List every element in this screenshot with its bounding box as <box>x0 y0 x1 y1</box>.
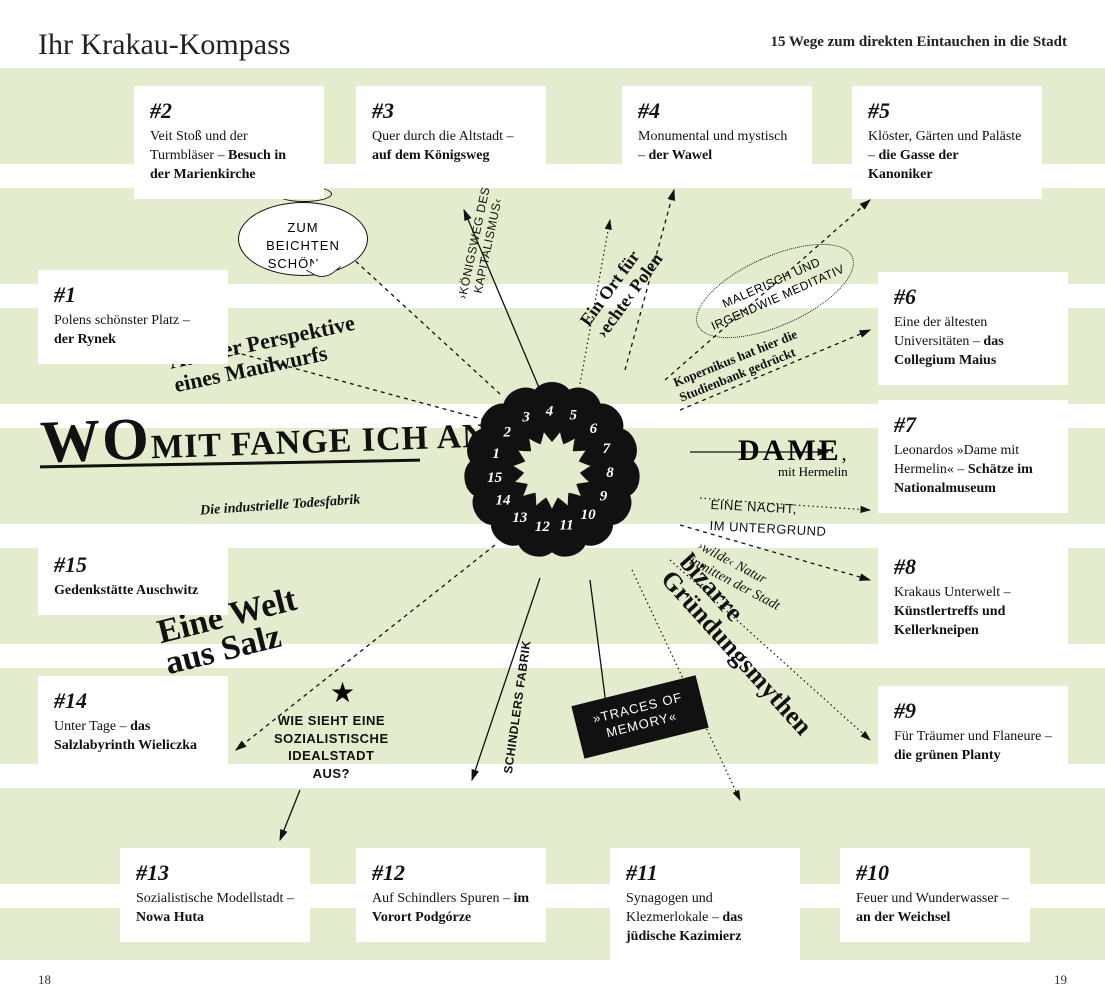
dame-title: DAME <box>738 434 842 467</box>
card-5: #5 Klöster, Gärten und Paläste – die Gass… <box>852 86 1042 199</box>
card-num: #14 <box>54 688 212 714</box>
card-text: Polens schönster Platz – der Rynek <box>54 312 212 350</box>
card-text: Veit Stoß und der Turmbläser – Besuch in… <box>150 128 308 185</box>
card-15: #15 Gedenkstätte Auschwitz <box>38 540 228 615</box>
card-9: #9 Für Träumer und Flaneure – die grünen … <box>878 686 1068 780</box>
card-num: #10 <box>856 860 1014 886</box>
card-text: Gedenkstätte Auschwitz <box>54 582 212 601</box>
annotation-nacht: EINE NACHT,IM UNTERGRUND <box>709 495 828 543</box>
card-3: #3 Quer durch die Altstadt – auf dem Köni… <box>356 86 546 180</box>
card-13: #13 Sozialistische Modellstadt – Nowa Hut… <box>120 848 310 942</box>
big-question-rest: MIT FANGE ICH AN? <box>150 417 506 466</box>
annotation-dame: DAME, mit Hermelin <box>738 434 848 480</box>
card-6: #6 Eine der ältesten Universitäten – das … <box>878 272 1068 385</box>
card-num: #5 <box>868 98 1026 124</box>
card-7: #7 Leonardos »Dame mit Hermelin« – Schätz… <box>878 400 1068 513</box>
card-text: Auf Schindlers Spuren – im Vorort Podgór… <box>372 890 530 928</box>
card-num: #15 <box>54 552 212 578</box>
annotation-idealstadt: WIE SIEHT EINESOZIALISTISCHEIDEALSTADTAU… <box>274 712 389 782</box>
speech-bubble: ZUMBEICHTENSCHÖN … <box>238 202 368 276</box>
page: Ihr Krakau-Kompass 15 Wege zum direkten … <box>0 0 1105 1000</box>
speech-text: ZUMBEICHTENSCHÖN … <box>266 220 340 271</box>
card-num: #3 <box>372 98 530 124</box>
star-icon: ★ <box>330 676 355 710</box>
annotation-traces: »TRACES OFMEMORY« <box>591 689 684 740</box>
card-num: #11 <box>626 860 784 886</box>
page-number-right: 19 <box>1054 972 1067 988</box>
card-12: #12 Auf Schindlers Spuren – im Vorort Pod… <box>356 848 546 942</box>
card-text: Feuer und Wunder­wasser – an der Weichse… <box>856 890 1014 928</box>
card-num: #8 <box>894 554 1052 580</box>
card-num: #4 <box>638 98 796 124</box>
card-num: #1 <box>54 282 212 308</box>
card-text: Monumental und mystisch – der Wawel <box>638 128 796 166</box>
card-text: Leonardos »Dame mit Hermelin« – Schätze … <box>894 442 1052 499</box>
card-text: Unter Tage – das Salzlabyrinth Wieliczka <box>54 718 212 756</box>
card-10: #10 Feuer und Wunder­wasser – an der Weic… <box>840 848 1030 942</box>
card-text: Synagogen und Klezmerlokale – das jüdisc… <box>626 890 784 947</box>
card-text: Eine der ältesten Universitäten – das Co… <box>894 314 1052 371</box>
card-num: #12 <box>372 860 530 886</box>
card-text: Für Träumer und Flaneure – die grünen Pl… <box>894 728 1052 766</box>
card-num: #13 <box>136 860 294 886</box>
card-1: #1 Polens schönster Platz – der Rynek <box>38 270 228 364</box>
page-subtitle: 15 Wege zum direkten Eintauchen in die S… <box>770 34 1067 51</box>
card-text: Sozialistische Modellstadt – Nowa Huta <box>136 890 294 928</box>
card-text: Klöster, Gärten und Paläste – die Gasse … <box>868 128 1026 185</box>
card-num: #9 <box>894 698 1052 724</box>
page-number-left: 18 <box>38 972 51 988</box>
card-text: Krakaus Unterwelt – Künstlertreffs und K… <box>894 584 1052 641</box>
page-title: Ihr Krakau-Kompass <box>38 28 290 62</box>
petal-number: 15 <box>481 470 509 487</box>
card-8: #8 Krakaus Unterwelt – Künstlertreffs und… <box>878 542 1068 655</box>
card-4: #4 Monumental und mystisch – der Wawel <box>622 86 812 180</box>
card-num: #6 <box>894 284 1052 310</box>
card-14: #14 Unter Tage – das Salzlabyrinth Wielic… <box>38 676 228 770</box>
card-11: #11 Synagogen und Klezmerlokale – das jüd… <box>610 848 800 961</box>
card-2: #2 Veit Stoß und der Turmbläser – Besuch … <box>134 86 324 199</box>
card-text: Quer durch die Altstadt – auf dem Königs… <box>372 128 530 166</box>
card-num: #7 <box>894 412 1052 438</box>
card-num: #2 <box>150 98 308 124</box>
